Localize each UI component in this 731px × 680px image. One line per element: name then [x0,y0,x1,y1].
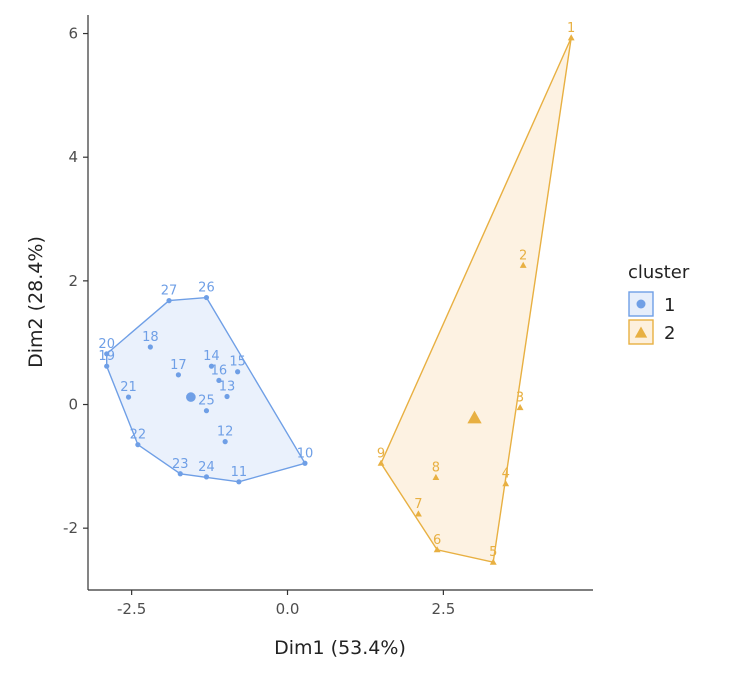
cluster-1-point [222,439,228,445]
cluster-1-point [166,298,172,304]
cluster-2-point [567,34,575,41]
cluster-1-point [235,369,241,375]
cluster-2-centroid [467,410,482,424]
x-tick-label: 2.5 [431,600,455,618]
cluster-2-point [415,510,422,517]
cluster-1-point [208,363,215,369]
x-tick-label: -2.5 [117,600,146,618]
x-tick-label: 0.0 [276,600,300,618]
cluster-2-hull [380,37,572,564]
point-label: 15 [229,355,246,370]
cluster-1-point [224,393,230,400]
y-tick-label: 2 [68,272,78,290]
y-tick-label: -2 [63,519,78,537]
point-label: 13 [219,379,236,394]
point-label: 23 [172,457,189,472]
cluster-2-point [377,459,385,466]
point-label: 1 [567,21,575,36]
cluster-1-point [104,363,110,369]
cluster-2-point [432,473,440,480]
y-axis-title: Dim2 (28.4%) [25,236,47,368]
y-tick-label: 6 [68,25,78,43]
point-label: 3 [516,391,524,406]
point-label: 20 [98,337,115,352]
point-label: 9 [377,446,385,461]
point-label: 27 [161,284,178,299]
point-label: 4 [502,467,510,482]
legend-circle-icon [636,299,646,309]
cluster-1-centroid [186,392,196,402]
cluster-1-point [216,377,222,384]
point-label: 18 [142,330,159,345]
cluster-1-point [302,460,308,466]
data-points [104,34,575,565]
point-label: 25 [198,394,215,409]
point-label: 11 [231,465,248,480]
point-label: 2 [519,248,527,263]
legend-triangle-icon [634,326,648,338]
legend-entry-2: 2 [628,319,675,345]
point-label: 10 [297,446,314,461]
legend-label: 2 [664,323,675,344]
cluster-1-point [104,351,110,357]
cluster-2-point [516,404,524,411]
point-label: 16 [211,363,228,378]
point-label: 6 [433,533,441,548]
point-label: 5 [489,545,497,560]
cluster-1-point [135,442,141,448]
x-ticks: -2.5 0.0 2.5 [117,590,455,618]
legend: cluster 12 [628,262,690,345]
y-tick-label: 4 [68,148,78,166]
cluster-1-point [203,474,210,480]
cluster-2-point [489,558,497,565]
cluster-2-point [433,546,441,553]
cluster-1-point [236,479,242,485]
cluster-2-point [502,480,510,487]
point-label: 24 [198,460,215,475]
point-label: 17 [170,358,187,373]
point-label: 26 [198,281,215,296]
cluster-1-point [175,372,182,378]
cluster-1-point [203,294,210,301]
point-label: 12 [217,425,234,440]
point-label: 8 [432,460,440,475]
cluster-1-point [177,471,183,477]
point-label: 21 [120,380,137,395]
cluster-2-point [519,261,527,268]
y-tick-label: 0 [68,396,78,414]
cluster-1-point [203,408,210,414]
point-label: 22 [130,428,147,443]
legend-title: cluster [628,262,690,283]
x-axis-title: Dim1 (53.4%) [274,637,406,659]
point-label: 14 [203,349,220,364]
cluster-1-point [125,394,132,400]
legend-entry-1: 1 [628,291,675,317]
legend-entries: 12 [628,291,675,345]
y-ticks: -2 0 2 4 6 [63,25,88,537]
cluster-1-point [147,344,153,350]
cluster-hulls [105,37,572,564]
legend-label: 1 [664,295,675,316]
point-label: 7 [414,497,422,512]
point-label: 19 [98,349,115,364]
